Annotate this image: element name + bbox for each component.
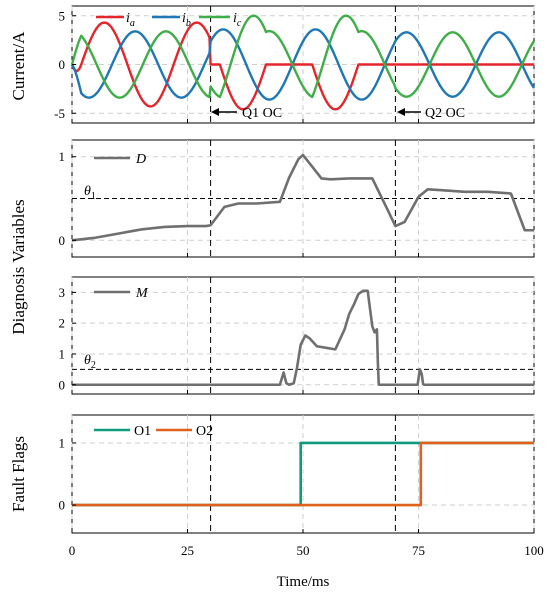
ytick-label: 0 bbox=[59, 377, 66, 392]
threshold-label-theta1: θ1 bbox=[84, 184, 96, 202]
series-d bbox=[71, 153, 534, 242]
fault-marker-layer bbox=[72, 6, 534, 533]
legend-label-o2: O2 bbox=[196, 424, 213, 439]
ytick-label: 3 bbox=[59, 285, 66, 300]
series-layer bbox=[70, 14, 536, 507]
ytick-label: 0 bbox=[59, 498, 66, 513]
xtick-label: 25 bbox=[181, 543, 194, 558]
xtick-label: 50 bbox=[297, 543, 310, 558]
series-ia bbox=[70, 21, 535, 111]
ytick-label: 0 bbox=[59, 57, 66, 72]
ytick-label: 2 bbox=[59, 316, 66, 331]
annotation-q2-oc-text: Q2 OC bbox=[425, 106, 465, 121]
legend-current: ia ib ic bbox=[96, 11, 242, 29]
legend-label-d: D bbox=[135, 152, 146, 167]
ytick-label: 5 bbox=[59, 8, 66, 23]
ylabel-current: Current/A bbox=[9, 31, 28, 101]
annotation-q2-oc: Q2 OC bbox=[397, 106, 465, 121]
legend-d: D bbox=[94, 152, 146, 167]
legend-label-ia: ia bbox=[126, 11, 135, 29]
xlabel: Time/ms bbox=[277, 574, 330, 590]
ytick-label: 1 bbox=[59, 346, 66, 361]
series-m bbox=[72, 289, 534, 387]
series-o2 bbox=[72, 441, 534, 507]
ytick-label: 0 bbox=[59, 233, 66, 248]
series-ic bbox=[70, 14, 536, 99]
ylabel-diagnosis-variables: Diagnosis Variables bbox=[9, 199, 28, 334]
ytick-label: 1 bbox=[59, 149, 66, 164]
ytick-label: -5 bbox=[54, 106, 65, 121]
legend-label-ic: ic bbox=[233, 11, 242, 29]
threshold-label-theta2: θ2 bbox=[84, 353, 96, 371]
legend-label-ib: ib bbox=[182, 11, 191, 29]
ylabel-fault-flags: Fault Flags bbox=[9, 436, 28, 512]
xtick-label: 0 bbox=[69, 543, 76, 558]
legend-label-o1: O1 bbox=[134, 424, 151, 439]
annotation-q1-oc: Q1 OC bbox=[211, 106, 282, 121]
legend-m: M bbox=[94, 286, 149, 301]
series-ib bbox=[70, 28, 536, 101]
annotation-q1-oc-text: Q1 OC bbox=[242, 106, 282, 121]
xtick-label: 75 bbox=[412, 543, 425, 558]
xtick-label: 100 bbox=[524, 543, 544, 558]
legend-label-m: M bbox=[135, 286, 149, 301]
ytick-label: 1 bbox=[59, 435, 66, 450]
legend-flags: O1 O2 bbox=[94, 424, 213, 439]
